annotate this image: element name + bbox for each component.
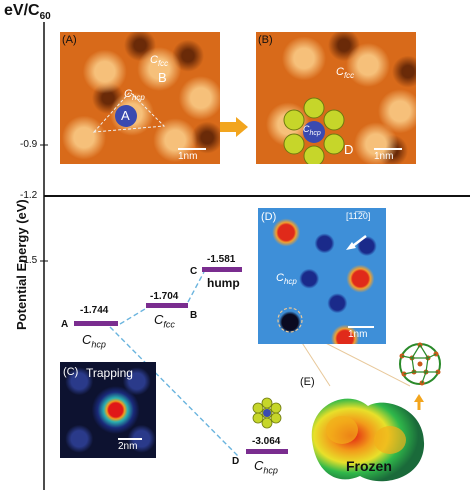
panel-c-label: (C) [63, 366, 79, 378]
panel-a-letter-b: B [158, 70, 167, 85]
panel-a-label: (A) [62, 34, 77, 46]
level-a-letter: A [61, 319, 69, 330]
small-c60-cluster [252, 397, 282, 429]
tick-label-15: -1.5 [20, 255, 38, 266]
tick-label-12: -1.2 [20, 190, 38, 201]
link-A-D [109, 326, 239, 457]
panel-b-center: Chcp [303, 124, 321, 137]
hcp-site-dot [115, 105, 137, 127]
level-a-bar [74, 321, 118, 326]
level-c-value: -1.581 [207, 254, 236, 265]
level-a-value: -1.744 [80, 305, 109, 316]
panel-e-image [311, 398, 425, 482]
level-d-site: Chcp [254, 458, 278, 476]
panel-b-image [256, 32, 416, 164]
level-b-bar [146, 303, 188, 308]
tick-label-09: -0.9 [20, 139, 38, 150]
panel-a-image [60, 32, 220, 164]
link-B-C [187, 271, 205, 303]
panel-b-letter-d: D [344, 142, 354, 157]
panel-e-label: (E) [300, 376, 315, 388]
panel-d-site: Chcp [276, 272, 297, 287]
panel-e-title: Frozen [346, 458, 392, 474]
panel-b-site-fcc: Cfcc [336, 66, 355, 81]
panel-a-letter-a: A [121, 108, 130, 123]
level-d-letter: D [232, 456, 240, 467]
level-b-letter: B [190, 310, 198, 321]
level-b-site: Cfcc [154, 312, 175, 330]
panel-a-site-fcc: Cfcc [150, 54, 169, 69]
level-d-bar [246, 449, 288, 454]
level-c-letter: C [190, 266, 198, 277]
panel-b-scale: 1nm [374, 148, 402, 162]
panel-c-scale: 2nm [118, 438, 142, 452]
panel-c-image [60, 362, 156, 458]
level-d-value: -3.064 [252, 436, 281, 447]
panel-d-label: (D) [261, 211, 277, 223]
panel-d-image [258, 208, 386, 344]
highlight-circle [277, 307, 303, 333]
panel-b-label: (B) [258, 34, 273, 46]
level-c-site: hump [207, 276, 240, 290]
panel-c-title: Trapping [86, 366, 133, 380]
level-a-site: Chcp [82, 332, 106, 350]
y-axis-unit: eV/C60 [4, 2, 51, 23]
panel-d-direction: [11̅2̅0] [346, 211, 371, 221]
level-c-bar [202, 267, 242, 272]
panel-a-site-hcp: Chcp [124, 88, 145, 103]
buckyball-arrow [414, 394, 424, 402]
panel-a-scale: 1nm [178, 148, 206, 162]
triangle-outline [92, 91, 166, 133]
panel-d-scale: 1nm [348, 326, 374, 340]
center-hcp-dot [303, 121, 325, 143]
buckyball-icon [399, 342, 441, 386]
level-b-value: -1.704 [150, 291, 179, 302]
link-A-B [119, 305, 151, 325]
panel-arrow [218, 117, 248, 137]
